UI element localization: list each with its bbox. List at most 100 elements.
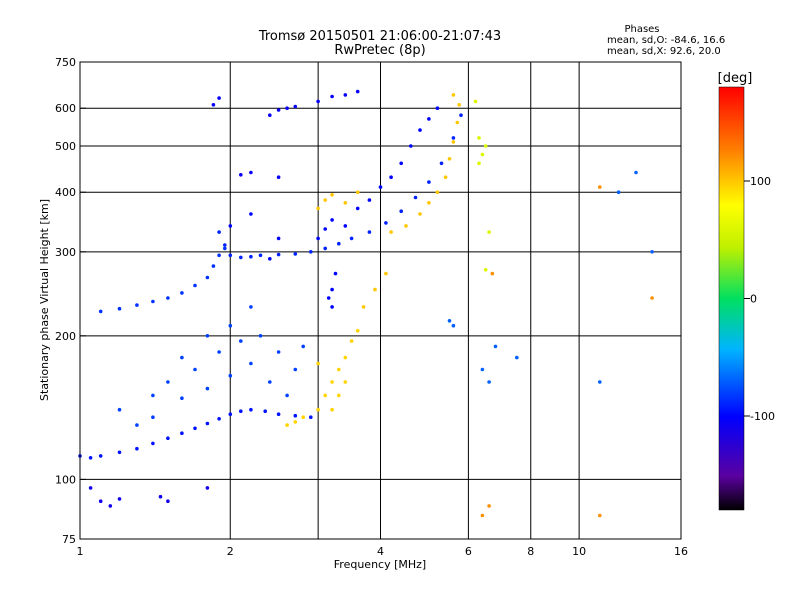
- data-point: [598, 380, 602, 384]
- data-point: [117, 407, 122, 412]
- data-point: [451, 140, 456, 144]
- data-point: [249, 212, 253, 216]
- x-tick-label: 6: [465, 545, 472, 558]
- data-point: [108, 504, 113, 508]
- data-point: [258, 334, 263, 338]
- data-point: [268, 257, 272, 261]
- data-point: [343, 224, 348, 228]
- data-point: [166, 436, 170, 441]
- data-point: [435, 190, 440, 194]
- data-point: [217, 417, 221, 421]
- data-point: [211, 264, 216, 268]
- data-point: [367, 230, 372, 234]
- x-tick-label: 1: [77, 545, 84, 558]
- data-point: [293, 252, 298, 256]
- data-point: [205, 421, 210, 426]
- data-point: [98, 454, 103, 458]
- data-point: [384, 221, 388, 225]
- data-point: [355, 89, 360, 94]
- data-point: [293, 413, 298, 418]
- data-point: [135, 446, 139, 451]
- colorbar-ticks: 100 0 -100: [744, 175, 775, 423]
- colorbar-gradient: [718, 86, 745, 511]
- data-point: [490, 271, 495, 276]
- data-point: [337, 367, 341, 372]
- data-point: [117, 450, 122, 455]
- data-point: [88, 486, 93, 490]
- data-point: [487, 230, 491, 234]
- data-point: [378, 185, 383, 189]
- phases-x-mode: mean, sd,X: 92.6, 20.0: [607, 46, 721, 57]
- data-point: [239, 255, 243, 260]
- data-point: [330, 94, 334, 99]
- y-axis-label: Stationary phase Virtual Height [km]: [38, 199, 51, 401]
- x-tick-label: 16: [674, 545, 688, 558]
- data-point: [330, 380, 334, 384]
- data-point: [117, 497, 122, 501]
- data-point: [447, 157, 452, 161]
- data-point: [217, 350, 221, 354]
- data-point: [268, 113, 272, 117]
- data-point: [323, 393, 328, 398]
- data-point: [211, 103, 216, 107]
- data-point: [239, 173, 243, 177]
- colorbar: [deg] 100 0 -100: [718, 71, 775, 511]
- data-point: [205, 486, 210, 490]
- data-point: [480, 513, 485, 518]
- data-point: [98, 499, 103, 504]
- data-point: [330, 287, 334, 292]
- data-point: [330, 407, 334, 412]
- data-point: [483, 268, 488, 272]
- data-point: [427, 117, 431, 121]
- data-point: [223, 243, 227, 247]
- y-tick-label: 75: [62, 533, 76, 546]
- data-point: [330, 218, 334, 222]
- data-point: [389, 175, 393, 179]
- x-tick-label: 10: [572, 545, 586, 558]
- data-point: [117, 306, 122, 311]
- data-point: [293, 367, 298, 372]
- x-tick-label: 4: [377, 545, 384, 558]
- data-point: [180, 291, 184, 295]
- data-point: [193, 426, 197, 431]
- data-point: [343, 201, 348, 205]
- data-point: [455, 120, 460, 125]
- data-points: [78, 89, 654, 518]
- data-point: [457, 103, 462, 107]
- data-point: [493, 344, 498, 349]
- y-tick-label: 500: [55, 140, 76, 153]
- data-point: [373, 287, 377, 292]
- data-point: [151, 393, 155, 398]
- data-point: [135, 423, 139, 427]
- data-point: [301, 344, 306, 349]
- data-point: [151, 415, 155, 420]
- data-point: [217, 253, 221, 258]
- colorbar-tick-label: -100: [750, 410, 775, 423]
- data-point: [598, 185, 602, 189]
- data-point: [487, 504, 491, 508]
- data-point: [409, 144, 413, 148]
- data-point: [323, 198, 328, 202]
- data-point: [343, 355, 348, 360]
- data-point: [634, 170, 638, 175]
- data-point: [316, 407, 320, 412]
- data-point: [473, 99, 478, 104]
- colorbar-label: [deg]: [718, 71, 753, 86]
- data-point: [477, 161, 481, 166]
- data-point: [293, 420, 298, 424]
- data-point: [180, 355, 184, 360]
- data-point: [158, 494, 163, 499]
- data-point: [316, 99, 320, 104]
- x-tick-label: 2: [227, 545, 234, 558]
- data-point: [349, 236, 354, 241]
- data-point: [239, 339, 243, 343]
- data-point: [399, 161, 404, 166]
- data-point: [404, 224, 408, 228]
- data-point: [451, 93, 456, 97]
- data-point: [193, 283, 197, 288]
- data-point: [480, 367, 485, 372]
- data-point: [228, 224, 233, 228]
- x-axis-label: Frequency [MHz]: [334, 558, 426, 571]
- data-point: [263, 409, 268, 414]
